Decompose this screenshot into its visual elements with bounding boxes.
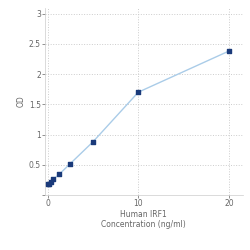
Point [46,182,50,186]
Point [57,172,61,176]
Y-axis label: OD: OD [17,95,26,107]
X-axis label: Human IRF1
Concentration (ng/ml): Human IRF1 Concentration (ng/ml) [102,210,186,229]
Point [52,177,56,181]
Point [227,49,231,53]
Point [47,182,51,186]
Point [91,140,95,144]
Point [68,162,72,166]
Point [136,90,140,94]
Point [48,180,52,184]
